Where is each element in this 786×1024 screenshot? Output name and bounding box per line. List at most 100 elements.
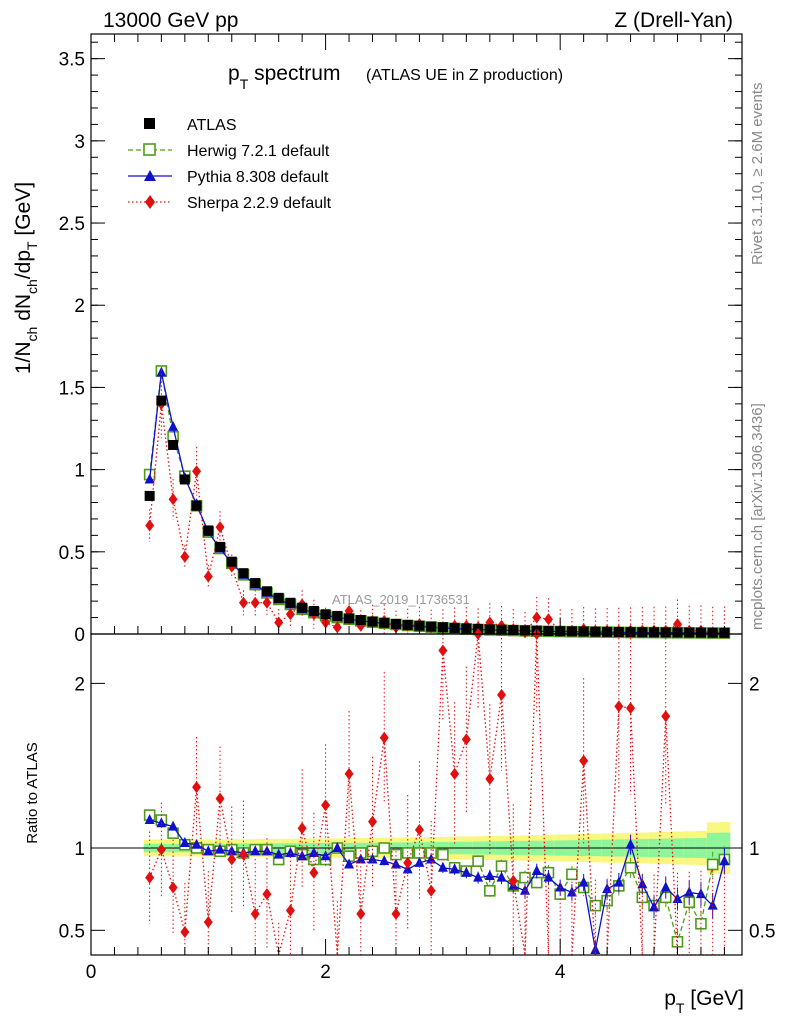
main-point-atlas: [226, 556, 237, 567]
legend-marker-sherpa: [145, 195, 155, 209]
main-point-atlas: [566, 626, 577, 637]
main-point-atlas: [684, 627, 695, 638]
main-point-pythia: [156, 366, 167, 377]
main-point-atlas: [637, 627, 648, 638]
header-right: Z (Drell-Yan): [614, 9, 733, 32]
ratio-point-pythia: [426, 853, 437, 864]
ratio-point-pythia: [191, 838, 202, 849]
main-point-sherpa: [203, 570, 213, 583]
main-ytick-label: 2.5: [59, 214, 85, 235]
ratio-point-sherpa: [238, 848, 248, 861]
main-ytick-label: 3.5: [59, 50, 85, 71]
main-point-atlas: [250, 578, 261, 589]
ratio-point-pythia: [695, 888, 706, 899]
main-point-atlas: [285, 597, 296, 608]
main-point-atlas: [426, 621, 437, 632]
ratio-point-sherpa: [192, 781, 202, 794]
ratio-point-sherpa: [203, 916, 213, 929]
ratio-point-sherpa: [391, 907, 401, 920]
ratio-point-pythia: [437, 861, 448, 872]
ratio-point-sherpa: [450, 767, 460, 780]
ratio-point-sherpa: [661, 710, 671, 723]
ratio-point-sherpa: [508, 874, 518, 887]
ratio-point-pythia: [449, 863, 460, 874]
ratio-point-herwig: [472, 855, 484, 867]
ratio-point-pythia: [226, 845, 237, 856]
ratio-point-sherpa: [344, 767, 354, 780]
ratio-point-pythia: [578, 876, 589, 887]
ratio-point-pythia: [496, 871, 507, 882]
main-ylabel: 1/Nch dNch/dpT [GeV]: [12, 182, 40, 374]
ratio-point-pythia: [320, 850, 331, 861]
main-point-sherpa: [168, 493, 178, 506]
main-point-atlas: [179, 474, 190, 485]
main-point-sherpa: [274, 616, 284, 629]
main-point-sherpa: [180, 550, 190, 563]
main-ytick-label: 0.5: [59, 543, 85, 564]
legend-label-sherpa: Sherpa 2.2.9 default: [187, 195, 332, 212]
rivet-version: Rivet 3.1.10, ≥ 2.6M events: [749, 83, 766, 266]
main-point-sherpa: [238, 596, 248, 609]
main-point-atlas: [261, 586, 272, 597]
main-point-atlas: [238, 568, 249, 579]
ratio-point-pythia: [179, 837, 190, 848]
main-ytick-label: 0: [74, 625, 85, 646]
ratio-point-sherpa: [285, 904, 295, 917]
ratio-point-pythia: [297, 850, 308, 861]
legend-label-herwig: Herwig 7.2.1 default: [187, 143, 330, 160]
ratio-point-sherpa: [309, 866, 319, 879]
ratio-point-pythia: [625, 838, 636, 849]
main-point-atlas: [203, 525, 214, 536]
ratio-point-pythia: [602, 883, 613, 894]
main-point-sherpa: [543, 613, 553, 626]
ratio-point-sherpa: [497, 688, 507, 701]
ratio-point-pythia: [285, 846, 296, 857]
main-point-atlas: [273, 592, 284, 603]
main-point-sherpa: [145, 519, 155, 532]
header-left: 13000 GeV pp: [103, 9, 238, 32]
ratio-point-herwig: [624, 861, 637, 874]
ratio-ytick-label-right: 0.5: [749, 921, 775, 942]
ratio-point-sherpa: [321, 799, 331, 812]
main-point-atlas: [332, 610, 343, 621]
main-point-atlas: [520, 625, 530, 636]
legend-label-pythia: Pythia 8.308 default: [187, 169, 329, 186]
ratio-xtick-label: 2: [320, 962, 331, 983]
ratio-point-sherpa: [414, 823, 424, 836]
ratio-point-sherpa: [227, 853, 237, 866]
ratio-point-pythia: [250, 845, 261, 856]
ratio-point-pythia: [367, 853, 378, 864]
main-point-atlas: [402, 619, 413, 630]
ratio-point-herwig: [706, 858, 719, 871]
mcplots-credit: mcplots.cern.ch [arXiv:1306.3436]: [749, 403, 766, 630]
ratio-point-herwig: [530, 876, 543, 889]
ratio-point-pythia: [719, 855, 730, 866]
main-ytick-label: 2: [74, 296, 85, 317]
main-point-sherpa: [250, 596, 260, 609]
main-point-sherpa: [285, 608, 295, 621]
ratio-point-pythia: [379, 855, 390, 866]
legend-label-atlas: ATLAS: [187, 117, 237, 134]
legend-marker-atlas: [144, 118, 155, 129]
ratio-point-herwig: [519, 871, 531, 884]
ratio-point-pythia: [344, 858, 355, 869]
legend-marker-herwig: [143, 143, 156, 156]
ratio-point-sherpa: [426, 884, 436, 897]
ratio-point-pythia: [707, 899, 718, 910]
main-ytick-label: 3: [74, 132, 85, 153]
main-point-atlas: [144, 490, 155, 501]
main-point-sherpa: [532, 611, 542, 624]
ratio-point-pythia: [649, 901, 660, 912]
ratio-point-herwig: [566, 868, 578, 881]
ratio-point-pythia: [144, 814, 155, 825]
main-point-atlas: [590, 626, 601, 637]
ratio-line-sherpa: [149, 633, 725, 956]
ratio-point-sherpa: [297, 822, 307, 835]
ratio-point-sherpa: [262, 888, 272, 901]
main-point-atlas: [707, 627, 718, 638]
main-point-atlas: [168, 439, 179, 450]
ratio-point-pythia: [484, 869, 495, 880]
ratio-xtick-label: 4: [555, 962, 566, 983]
main-point-atlas: [414, 620, 425, 631]
